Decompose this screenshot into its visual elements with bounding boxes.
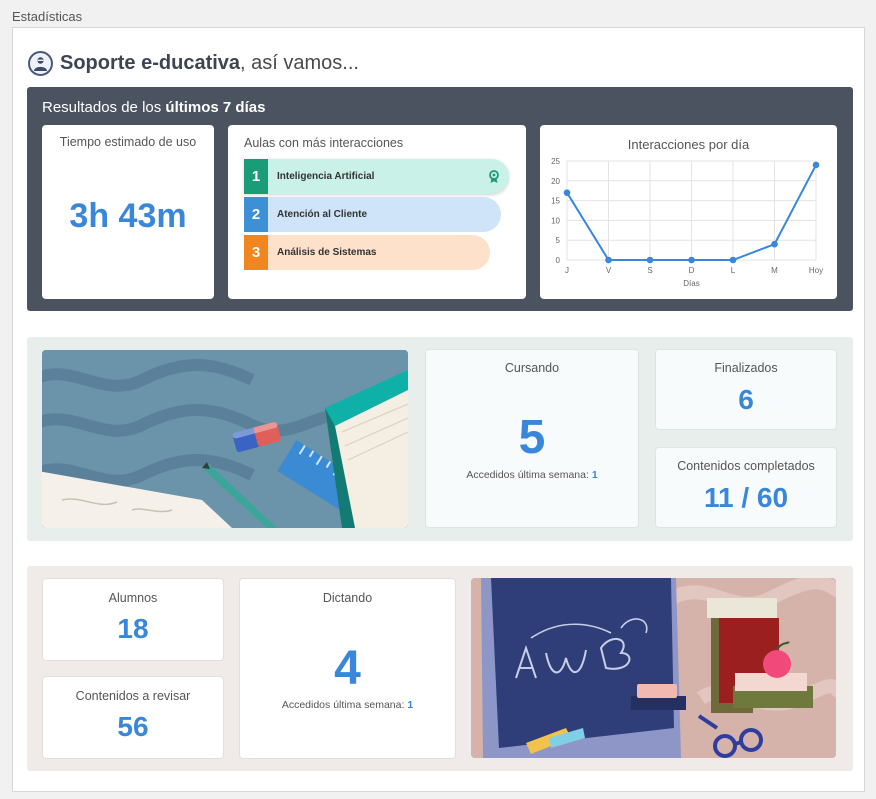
top-classrooms-label: Aulas con más interacciones — [244, 136, 404, 150]
classroom-item-1[interactable]: 1 Inteligencia Artificial — [244, 159, 509, 194]
classroom-rank: 1 — [244, 159, 268, 194]
chart-data-point — [812, 161, 820, 169]
chart-xtick-label: L — [731, 266, 736, 275]
cursando-weekly-access: Accedidos última semana: 1 — [426, 469, 638, 481]
chalkboard-illustration — [471, 578, 836, 758]
finalizados-value: 6 — [738, 384, 754, 415]
dashboard-title-bold: Soporte e-ducativa — [60, 51, 241, 74]
results-title-prefix: Resultados de los — [42, 99, 166, 116]
alumnos-card[interactable]: Alumnos 18 — [42, 578, 224, 661]
contenidos-completados-value: 11 / 60 — [703, 482, 789, 513]
results-title-bold: últimos 7 días — [165, 99, 266, 116]
interactions-chart-title: Interacciones por día — [627, 137, 750, 152]
chart-ytick-label: 20 — [551, 177, 560, 186]
chart-data-point — [605, 256, 612, 264]
usage-time-label: Tiempo estimado de uso — [59, 135, 197, 149]
chart-data-point — [771, 240, 778, 248]
chart-xtick-label: J — [565, 266, 569, 275]
cursando-weekly-access-value: 1 — [591, 469, 598, 481]
teacher-block: Alumnos 18 Contenidos a revisar 56 Dicta… — [27, 566, 853, 771]
usage-time-card: Tiempo estimado de uso 3h 43m — [42, 125, 214, 299]
chart-xtick-label: S — [647, 266, 652, 275]
dictando-label: Dictando — [322, 591, 373, 605]
results-block: Resultados de los últimos 7 días Tiempo … — [27, 87, 853, 311]
interactions-line-chart: 0 5 10 15 20 25 J V S D L M Hoy Días — [551, 157, 823, 288]
finalizados-label: Finalizados — [714, 361, 778, 375]
chart-xtick-label: V — [606, 266, 612, 275]
chart-ytick-label: 0 — [556, 256, 561, 265]
top-classrooms-card: Aulas con más interacciones 1 Inteligenc… — [228, 125, 526, 299]
dictando-weekly-access-label: Accedidos última semana: — [281, 699, 405, 711]
contenidos-revisar-value: 56 — [117, 711, 149, 742]
chart-data-point — [688, 256, 695, 264]
chart-ytick-label: 15 — [551, 197, 560, 206]
dictando-value: 4 — [334, 642, 361, 695]
dictando-weekly-access-value: 1 — [407, 699, 414, 711]
contenidos-completados-card[interactable]: Contenidos completados 11 / 60 — [655, 447, 837, 528]
chart-ytick-label: 25 — [551, 157, 560, 166]
section-label: Estadísticas — [12, 9, 83, 24]
chart-x-axis-label: Días — [683, 279, 699, 288]
classroom-rank: 3 — [244, 235, 268, 270]
results-title: Resultados de los últimos 7 días — [42, 99, 265, 116]
chart-ytick-label: 5 — [556, 236, 561, 245]
chart-data-point — [646, 256, 654, 264]
student-progress-block: Cursando 5 Accedidos última semana: 1 Fi… — [27, 337, 853, 541]
chart-ytick-label: 10 — [551, 216, 560, 225]
statistics-panel: Soporte e-ducativa, así vamos... Resulta… — [12, 27, 865, 792]
cursando-weekly-access-label: Accedidos última semana: — [466, 469, 589, 481]
classroom-name: Atención al Cliente — [277, 209, 368, 220]
usage-time-value: 3h 43m — [69, 197, 187, 235]
cursando-label: Cursando — [504, 361, 560, 375]
chart-xtick-label: Hoy — [809, 266, 823, 275]
dictando-card[interactable]: Dictando 4 Accedidos última semana: 1 — [239, 578, 456, 759]
alumnos-value: 18 — [117, 613, 149, 644]
classroom-rank: 2 — [244, 197, 268, 232]
contenidos-revisar-card[interactable]: Contenidos a revisar 56 — [42, 676, 224, 759]
classroom-item-2[interactable]: 2 Atención al Cliente — [244, 197, 501, 232]
dictando-weekly-access: Accedidos última semana: 1 — [240, 699, 455, 711]
chart-xtick-label: D — [689, 266, 695, 275]
cursando-card[interactable]: Cursando 5 Accedidos última semana: 1 — [425, 349, 639, 528]
classroom-name: Análisis de Sistemas — [277, 247, 377, 258]
chart-xtick-label: M — [771, 266, 778, 275]
classroom-name: Inteligencia Artificial — [277, 171, 375, 182]
study-desk-illustration — [42, 350, 408, 528]
classroom-item-3[interactable]: 3 Análisis de Sistemas — [244, 235, 490, 270]
cursando-value: 5 — [518, 411, 546, 464]
dashboard-title: Soporte e-ducativa, así vamos... — [60, 52, 359, 75]
chart-data-point — [729, 256, 737, 264]
chart-data-point — [563, 189, 571, 196]
dashboard-title-rest: , así vamos... — [240, 51, 359, 74]
award-icon — [488, 169, 500, 184]
interactions-chart-card: Interacciones por día 0 5 10 15 20 25 J V S D L M Ho… — [540, 125, 837, 299]
finalizados-card[interactable]: Finalizados 6 — [655, 349, 837, 430]
support-avatar-icon — [28, 50, 53, 76]
dashboard-header: Soporte e-ducativa, así vamos... — [28, 50, 359, 76]
contenidos-completados-label: Contenidos completados — [677, 459, 815, 473]
alumnos-label: Alumnos — [108, 591, 158, 605]
contenidos-revisar-label: Contenidos a revisar — [75, 689, 191, 703]
